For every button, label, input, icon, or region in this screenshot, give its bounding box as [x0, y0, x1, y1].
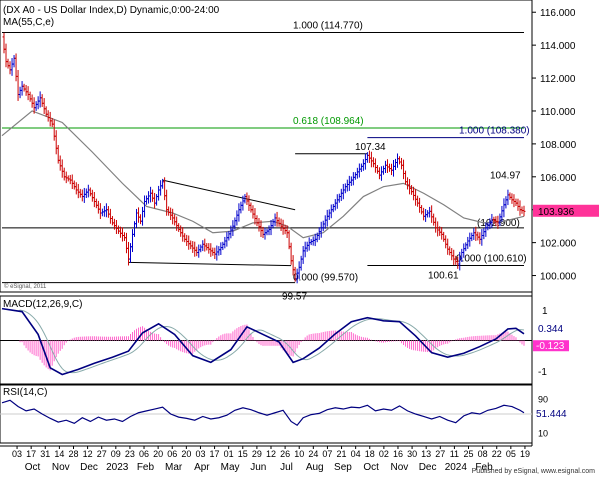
time-axis-day-label: 21 — [337, 449, 347, 459]
current-price-label: 103.936 — [538, 207, 575, 218]
time-axis-month-label: Feb — [137, 462, 155, 473]
time-axis-day-label: 04 — [351, 449, 361, 459]
time-axis-day-label: 10 — [294, 449, 304, 459]
time-axis-month-label: Dec — [419, 462, 437, 473]
rsi-value: 51.444 — [536, 409, 567, 420]
time-axis-day-label: 07 — [322, 449, 332, 459]
trend-line — [128, 261, 292, 267]
fib-label-108964: 0.618 (108.964) — [293, 116, 364, 127]
low-label-9957: 99.57 — [282, 292, 307, 303]
rsi-value-badge — [533, 407, 569, 420]
time-axis-day-label: 24 — [308, 449, 318, 459]
time-axis-month-label: Mar — [165, 462, 183, 473]
time-axis-day-label: 12 — [266, 449, 276, 459]
time-axis-month-label: Nov — [52, 462, 70, 473]
time-axis-day-label: 05 — [506, 449, 516, 459]
time-axis-day-label: 20 — [181, 449, 191, 459]
price-axis-label: 108.000 — [540, 140, 577, 151]
macd-value-badge — [533, 323, 563, 335]
time-axis-day-label: 03 — [195, 449, 205, 459]
fib-label-108380: 1.000 (108.380) — [459, 126, 530, 137]
time-axis-month-label: Oct — [25, 462, 41, 473]
time-axis-month-label: Oct — [363, 462, 379, 473]
macd-legend: MACD(12,26,9,C) — [3, 299, 82, 310]
rsi-axis-label: 10 — [538, 429, 548, 439]
time-axis-day-label: 13 — [421, 449, 431, 459]
footer-credit: Published by eSignal, www.esignal.com — [472, 468, 596, 475]
price-axis-label: 106.000 — [540, 173, 577, 184]
ma55-line — [1, 110, 525, 239]
rsi-line — [1, 399, 525, 426]
time-axis-day-label: 08 — [478, 449, 488, 459]
macd-signal-value: -0.123 — [536, 341, 565, 352]
time-axis-month-label: Dec — [80, 462, 98, 473]
time-axis-day-label: 11 — [450, 449, 459, 459]
time-axis-month-label: Jun — [250, 462, 266, 473]
time-axis-day-label: 18 — [365, 449, 375, 459]
time-axis-day-label: 25 — [464, 449, 474, 459]
time-axis-day-label: 23 — [125, 449, 135, 459]
time-axis-day-label: 03 — [12, 449, 22, 459]
macd-signal-badge — [533, 340, 569, 352]
price-axis-label: 100.000 — [540, 272, 577, 283]
time-axis-day-label: 31 — [40, 449, 50, 459]
time-axis-month-label: May — [221, 462, 240, 473]
macd-axis-label: 1 — [542, 306, 548, 317]
time-axis-month-label: Feb — [475, 462, 493, 473]
macd-signal-line — [1, 308, 525, 374]
time-axis-day-label: 06 — [167, 449, 177, 459]
time-axis-day-label: 02 — [379, 449, 389, 459]
time-axis-day-label: 29 — [252, 449, 262, 459]
price-axis-label: 116.000 — [540, 8, 576, 19]
macd-axis-label: -1 — [538, 367, 547, 378]
time-axis-month-label: Jul — [280, 462, 293, 473]
time-axis-day-label: 20 — [153, 449, 163, 459]
time-axis-day-label: 30 — [407, 449, 417, 459]
peak-label-10734: 107.34 — [355, 142, 386, 153]
macd-line — [1, 307, 525, 376]
time-axis-day-label: 15 — [238, 449, 248, 459]
macd-value: 0.344 — [538, 324, 563, 335]
ma-legend: MA(55,C,e) — [3, 17, 54, 28]
time-axis-day-label: 28 — [68, 449, 78, 459]
time-axis-day-label: 27 — [97, 449, 107, 459]
time-axis-day-label: 17 — [26, 449, 36, 459]
time-axis-day-label: 12 — [83, 449, 93, 459]
price-axis-label: 110.000 — [540, 107, 576, 118]
time-axis-month-label: Nov — [390, 462, 408, 473]
rsi-legend: RSI(14,C) — [3, 387, 47, 398]
fib-label-99570: 0.000 (99.570) — [293, 273, 358, 284]
time-axis-day-label: 22 — [492, 449, 502, 459]
price-axis-label: 102.000 — [540, 239, 577, 250]
low-label-10061: 100.61 — [428, 271, 459, 282]
price-axis-label: 114.000 — [540, 41, 576, 52]
fib-label-100610: 0.000 (100.610) — [456, 254, 527, 265]
time-axis-month-label: 2023 — [106, 462, 129, 473]
time-axis-day-label: 27 — [435, 449, 445, 459]
time-axis-day-label: 09 — [111, 449, 121, 459]
current-price-badge — [533, 204, 599, 217]
time-axis-month-label: Sep — [334, 462, 352, 473]
copyright-note: © eSignal, 2011 — [4, 283, 47, 290]
time-axis-month-label: Apr — [194, 462, 210, 473]
time-axis-day-label: 01 — [224, 449, 234, 459]
peak-label-10497: 104.97 — [490, 171, 521, 182]
time-axis-month-label: Aug — [306, 462, 324, 473]
time-axis-month-label: 2024 — [445, 462, 468, 473]
time-axis-day-label: 19 — [520, 449, 530, 459]
time-axis-day-label: 26 — [280, 449, 290, 459]
rsi-axis-label: 90 — [538, 394, 548, 404]
chart-title: (DX A0 - US Dollar Index,D) Dynamic,0:00… — [3, 5, 220, 16]
time-axis-day-label: 17 — [210, 449, 220, 459]
time-axis-day-label: 14 — [54, 449, 64, 459]
trend-line — [162, 179, 296, 211]
time-axis-day-label: 06 — [139, 449, 149, 459]
price-axis-label: 112.000 — [540, 74, 576, 85]
time-axis-day-label: 16 — [393, 449, 403, 459]
fib-label-114770: 1.000 (114.770) — [293, 20, 363, 31]
